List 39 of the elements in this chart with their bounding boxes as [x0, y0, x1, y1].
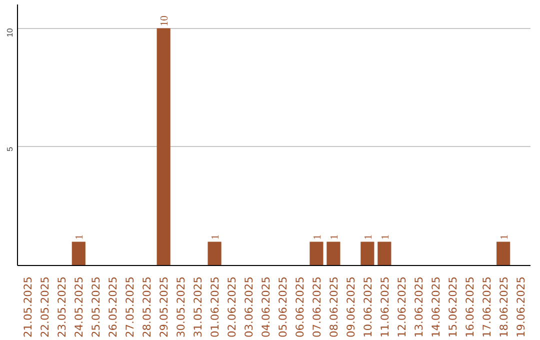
- x-tick-label: 13.06.2025: [412, 276, 426, 338]
- data-label: 1: [74, 234, 86, 240]
- x-tick-label: 31.05.2025: [192, 276, 205, 338]
- x-tick-label: 19.06.2025: [514, 276, 528, 338]
- x-tick-label: 29.05.2025: [158, 276, 171, 338]
- data-label: 10: [160, 16, 171, 26]
- x-tick-label: 17.06.2025: [480, 276, 494, 338]
- x-tick-label: 08.06.2025: [327, 276, 340, 338]
- y-tick-label: 5: [6, 146, 14, 152]
- x-tick-label: 05.06.2025: [276, 276, 290, 338]
- x-tick-label: 03.06.2025: [242, 276, 256, 338]
- x-tick-label: 02.06.2025: [226, 276, 239, 338]
- data-label: 1: [210, 234, 222, 240]
- x-tick-label: 06.06.2025: [293, 276, 306, 338]
- x-tick-label: 26.05.2025: [106, 276, 120, 338]
- x-tick-label: 23.05.2025: [56, 276, 69, 338]
- x-tick-label: 28.05.2025: [140, 276, 154, 338]
- data-label: 1: [380, 234, 392, 240]
- data-label: 1: [329, 234, 340, 240]
- x-tick-label: 18.06.2025: [497, 276, 510, 338]
- x-tick-label: 27.05.2025: [124, 276, 137, 338]
- x-tick-label: 16.06.2025: [463, 276, 476, 338]
- x-tick-label: 25.05.2025: [90, 276, 103, 338]
- x-tick-label: 12.06.2025: [395, 276, 408, 338]
- x-tick-label: 07.06.2025: [310, 276, 324, 338]
- x-tick-label: 01.06.2025: [208, 276, 222, 338]
- x-tick-label: 24.05.2025: [72, 276, 86, 338]
- x-tick-label: 30.05.2025: [174, 276, 188, 338]
- x-tick-label: 09.06.2025: [344, 276, 358, 338]
- x-tick-label: 10.06.2025: [361, 276, 374, 338]
- data-label: 1: [499, 234, 510, 240]
- x-tick-label: 22.05.2025: [38, 276, 52, 338]
- x-tick-label: 14.06.2025: [429, 276, 442, 338]
- x-tick-label: 04.06.2025: [260, 276, 273, 338]
- x-tick-label: 15.06.2025: [446, 276, 460, 338]
- x-tick-label: 21.05.2025: [22, 276, 35, 338]
- data-label: 1: [363, 234, 374, 240]
- x-tick-label: 11.06.2025: [378, 276, 392, 338]
- data-label: 1: [312, 234, 324, 240]
